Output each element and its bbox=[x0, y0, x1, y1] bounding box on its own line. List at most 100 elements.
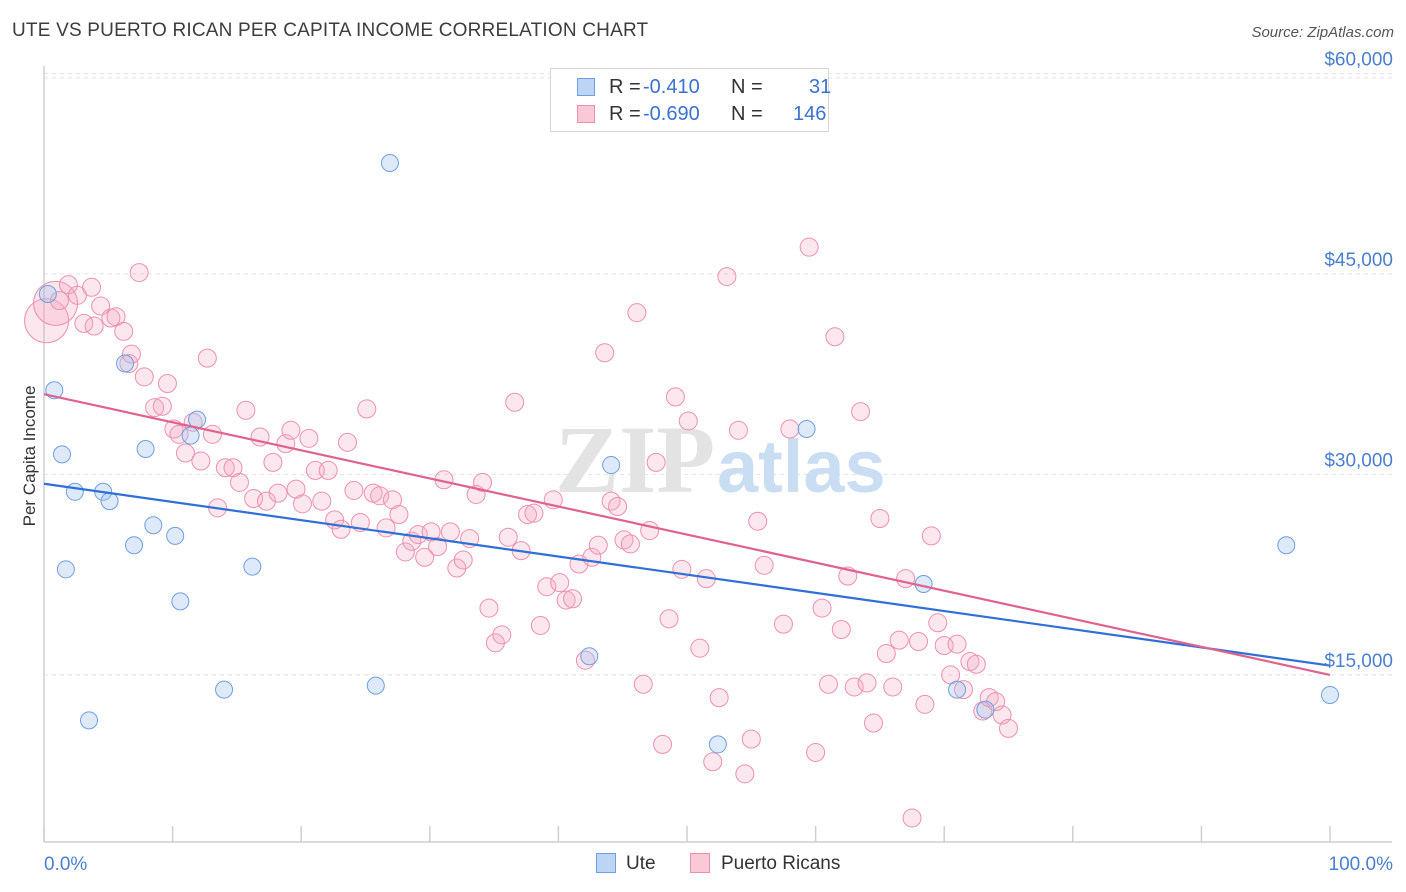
puerto-ricans-point bbox=[82, 277, 102, 297]
puerto-ricans-point bbox=[703, 752, 723, 772]
puerto-ricans-point bbox=[646, 452, 666, 472]
ute-point bbox=[116, 354, 135, 373]
puerto-ricans-point bbox=[947, 634, 967, 654]
puerto-ricans-point bbox=[876, 644, 896, 664]
n-label: N = bbox=[731, 76, 763, 98]
pr-legend-label: Puerto Ricans bbox=[721, 853, 841, 874]
ute-point bbox=[38, 284, 57, 303]
ute-point bbox=[366, 676, 385, 695]
puerto-ricans-point bbox=[169, 424, 189, 444]
puerto-ricans-point bbox=[492, 625, 512, 645]
puerto-ricans-point bbox=[902, 808, 922, 828]
ute-point bbox=[1277, 536, 1296, 555]
chart-title: UTE VS PUERTO RICAN PER CAPITA INCOME CO… bbox=[12, 20, 649, 41]
puerto-ricans-point bbox=[678, 411, 698, 431]
y-tick-labels: $15,000 $30,000 $45,000 $60,000 bbox=[1324, 49, 1393, 672]
puerto-ricans-point bbox=[870, 509, 890, 529]
ute-point bbox=[166, 526, 185, 545]
ute-point bbox=[171, 592, 190, 611]
puerto-ricans-point bbox=[896, 569, 916, 589]
puerto-ricans-point bbox=[505, 392, 525, 412]
puerto-ricans-point bbox=[236, 400, 256, 420]
puerto-ricans-point bbox=[588, 535, 608, 555]
puerto-ricans-point bbox=[851, 402, 871, 422]
puerto-ricans-point bbox=[106, 307, 126, 327]
y-tick-label: $15,000 bbox=[1324, 651, 1393, 672]
r-label: R = bbox=[609, 76, 641, 98]
ute-point bbox=[100, 492, 119, 511]
y-axis-title: Per Capita Income bbox=[20, 386, 39, 527]
puerto-ricans-point bbox=[812, 598, 832, 618]
puerto-ricans-point bbox=[831, 619, 851, 639]
ute-point bbox=[215, 680, 234, 699]
puerto-ricans-point bbox=[370, 486, 390, 506]
ute-trend-line bbox=[43, 482, 1331, 667]
puerto-ricans-point bbox=[754, 555, 774, 575]
n-value: 31 bbox=[809, 76, 832, 98]
puerto-ricans-point bbox=[479, 598, 499, 618]
puerto-ricans-point bbox=[806, 742, 826, 762]
puerto-ricans-point bbox=[999, 718, 1018, 738]
puerto-ricans-point bbox=[292, 494, 312, 514]
axes bbox=[43, 66, 1392, 843]
puerto-ricans-point bbox=[453, 550, 473, 570]
puerto-ricans-point bbox=[595, 343, 615, 363]
n-label: N = bbox=[731, 103, 763, 125]
r-value: -0.690 bbox=[643, 103, 700, 125]
puerto-ricans-point bbox=[717, 267, 737, 287]
puerto-ricans-point bbox=[376, 518, 396, 538]
puerto-ricans-point bbox=[229, 472, 249, 492]
puerto-ricans-point bbox=[215, 458, 235, 478]
puerto-ricans-point bbox=[735, 764, 755, 784]
puerto-ricans-point bbox=[202, 424, 222, 444]
trend-lines bbox=[43, 393, 1331, 676]
puerto-ricans-point bbox=[440, 522, 460, 542]
ute-legend-swatch bbox=[596, 853, 616, 873]
r-value: -0.410 bbox=[643, 76, 700, 98]
n-value: 146 bbox=[793, 103, 827, 125]
puerto-ricans-point bbox=[84, 316, 104, 336]
puerto-ricans-point bbox=[709, 688, 729, 708]
ute-point bbox=[797, 419, 816, 438]
ute-point bbox=[125, 536, 144, 555]
ute-point bbox=[181, 426, 200, 445]
puerto-ricans-point bbox=[633, 674, 653, 694]
puerto-ricans-point bbox=[627, 303, 647, 323]
puerto-ricans-point bbox=[337, 432, 357, 452]
ute-point bbox=[136, 440, 155, 459]
puerto-ricans-point bbox=[863, 713, 883, 733]
ute-point bbox=[602, 456, 621, 475]
puerto-ricans-point bbox=[447, 558, 467, 578]
puerto-ricans-point bbox=[33, 280, 79, 326]
ute-point bbox=[243, 557, 262, 576]
puerto-ricans-point bbox=[129, 263, 149, 283]
y-tick-label: $60,000 bbox=[1324, 49, 1393, 70]
puerto-ricans-point bbox=[114, 321, 134, 341]
puerto-ricans-point bbox=[152, 396, 172, 416]
x-tick-labels: 0.0% 100.0% bbox=[44, 854, 1393, 875]
puerto-ricans-point bbox=[175, 443, 195, 463]
puerto-ricans-point bbox=[537, 577, 557, 597]
watermark-zip: ZIP bbox=[555, 406, 715, 513]
puerto-ricans-point bbox=[773, 614, 793, 634]
puerto-ricans-point bbox=[67, 285, 87, 305]
ute-point bbox=[380, 153, 399, 172]
ute-point bbox=[56, 560, 75, 579]
y-tick-label: $45,000 bbox=[1324, 250, 1393, 271]
puerto-ricans-point bbox=[263, 452, 283, 472]
puerto-ricans-point bbox=[268, 483, 288, 503]
stats-legend: R = -0.410 N = 31 R = -0.690 N = 146 bbox=[550, 68, 832, 132]
ute-point bbox=[65, 482, 84, 501]
r-label: R = bbox=[609, 103, 641, 125]
puerto-ricans-point bbox=[428, 537, 448, 557]
puerto-ricans-point bbox=[134, 367, 154, 387]
puerto-ricans-point bbox=[331, 519, 351, 539]
puerto-ricans-point bbox=[524, 503, 544, 523]
gridlines bbox=[44, 72, 1392, 676]
puerto-ricans-point bbox=[659, 609, 679, 629]
watermark-atlas: atlas bbox=[717, 425, 886, 508]
puerto-ricans-point bbox=[953, 680, 973, 700]
puerto-ricans-point bbox=[915, 694, 935, 714]
puerto-ricans-point bbox=[256, 491, 276, 511]
